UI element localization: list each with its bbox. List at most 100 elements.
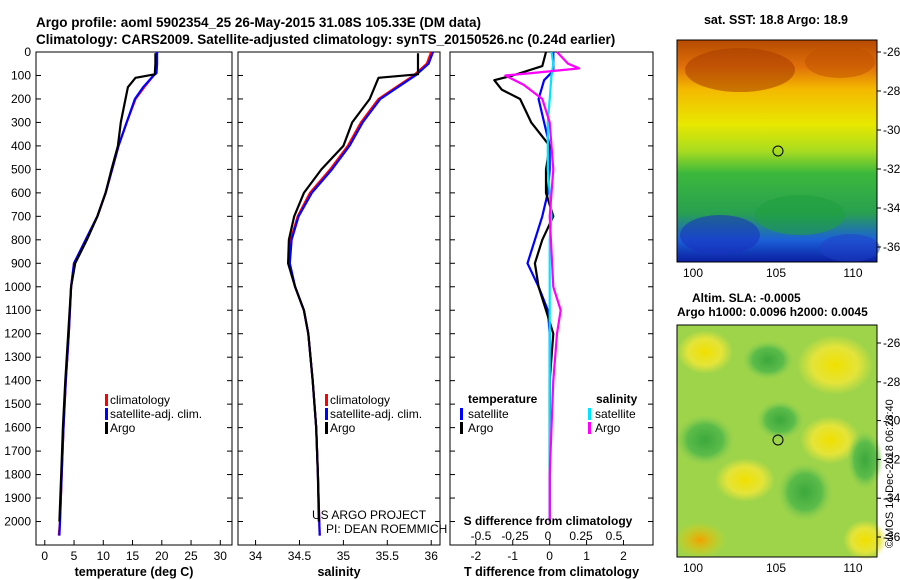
legend-label: satellite-adj. clim.: [330, 407, 422, 421]
legend-label: Argo: [595, 421, 621, 435]
top-tick-label: -0.25: [501, 529, 529, 543]
sst-map: [676, 39, 880, 263]
y-tick-label: 1600: [4, 421, 31, 435]
x-axis-label: T difference from climatology: [464, 565, 639, 579]
y-tick-label: 2000: [4, 515, 31, 529]
sla-high-patch: [715, 458, 775, 502]
y-tick-label: 900: [11, 256, 31, 270]
map-lon-label: 110: [843, 561, 862, 575]
x-tick-label: 30: [214, 549, 228, 563]
legend-swatch: [105, 422, 108, 434]
y-tick-label: 1800: [4, 468, 31, 482]
x-tick-label: 34: [249, 549, 263, 563]
legend-label: climatology: [330, 393, 390, 407]
y-tick-label: 1900: [4, 491, 31, 505]
y-tick-label: 1500: [4, 397, 31, 411]
title-line-2: Climatology: CARS2009. Satellite-adjuste…: [36, 32, 615, 47]
sla-high-patch: [800, 416, 860, 464]
map-lat-label: -28: [883, 84, 900, 98]
y-tick-label: 100: [11, 68, 31, 82]
sla-map-title-2: Argo h1000: 0.0096 h2000: 0.0045: [677, 305, 868, 319]
legend-title: temperature: [468, 392, 538, 406]
plot-frame: [449, 51, 654, 546]
map-lat-label: -26: [883, 336, 900, 350]
map-lat-label: -34: [883, 491, 900, 505]
sst-map-frame: [676, 39, 878, 263]
sla-high-patch: [797, 335, 873, 395]
sla-low-patch: [777, 462, 833, 522]
top-tick-label: 0.5: [606, 529, 623, 543]
legend-swatch: [105, 408, 108, 420]
x-tick-label: 35.5: [376, 549, 400, 563]
sla-low-patch: [847, 430, 883, 490]
plot-frame: [237, 51, 441, 546]
sst-warm-patch: [805, 46, 875, 78]
map-lon-label: 105: [766, 561, 786, 575]
legend-label: Argo: [110, 421, 136, 435]
legend-swatch: [325, 422, 328, 434]
y-tick-label: 0: [24, 45, 31, 59]
sla-high-patch: [843, 520, 887, 560]
x-tick-label: 1: [583, 549, 590, 563]
sla-high-patch: [677, 330, 733, 374]
temperature-panel: 0 5 10 15 20 25 300100200300400500600700800900…: [4, 45, 233, 579]
x-axis-label: temperature (deg C): [75, 565, 194, 579]
sst-cool-patch: [680, 215, 760, 255]
map-lon-label: 105: [766, 266, 786, 280]
argo-location-marker: [772, 434, 784, 446]
map-lon-label: 100: [683, 266, 703, 280]
y-tick-label: 800: [11, 233, 31, 247]
top-tick-label: 0: [545, 529, 552, 543]
sla-low-patch: [675, 414, 735, 466]
credit-text: ©IMOS 14-Dec-2018 06:28:40: [884, 399, 896, 548]
sst-map-title: sat. SST: 18.8 Argo: 18.9: [704, 13, 848, 27]
x-tick-label: 0: [41, 549, 48, 563]
title-line-1: Argo profile: aoml 5902354_25 26-May-201…: [36, 15, 481, 30]
sla-map-title-1: Altim. SLA: -0.0005: [692, 291, 801, 305]
legend-title: salinity: [596, 392, 638, 406]
y-tick-label: 1400: [4, 374, 31, 388]
y-tick-label: 1000: [4, 280, 31, 294]
series-line-argo: [58, 53, 157, 522]
argo-location-marker: [772, 145, 784, 157]
map-lat-label: -36: [883, 530, 900, 544]
legend-label: climatology: [110, 393, 170, 407]
x-tick-label: 35: [337, 549, 351, 563]
legend-swatch: [325, 394, 328, 406]
map-lon-label: 100: [683, 561, 703, 575]
sst-warm-patch: [685, 48, 795, 92]
annotation-text: PI: DEAN ROEMMICH: [326, 522, 447, 536]
map-lat-label: -28: [883, 375, 900, 389]
sla-low-patch: [742, 340, 794, 380]
legend-label: Argo: [468, 421, 494, 435]
x-tick-label: 0: [546, 549, 553, 563]
y-tick-label: 200: [11, 92, 31, 106]
map-lat-label: -30: [883, 123, 900, 137]
sst-cool-patch: [820, 234, 880, 262]
map-lat-label: -34: [883, 201, 900, 215]
sst-green-patch: [755, 195, 845, 235]
x-tick-label: 20: [155, 549, 169, 563]
legend-swatch: [588, 408, 591, 420]
map-lat-label: -32: [883, 162, 900, 176]
map-lat-label: -32: [883, 452, 900, 466]
x-tick-label: 15: [126, 549, 140, 563]
map-lat-label: -26: [883, 45, 900, 59]
difference-panel: -2 -1 0 1 2 T difference from climatology temp…: [449, 51, 654, 579]
x-axis-label: salinity: [317, 565, 360, 579]
y-tick-label: 1700: [4, 444, 31, 458]
map-lon-label: 110: [843, 266, 862, 280]
y-tick-label: 500: [11, 162, 31, 176]
legend-swatch: [588, 422, 591, 434]
legend-swatch: [460, 408, 463, 420]
x-tick-label: -2: [471, 549, 482, 563]
sla-high-patch: [674, 522, 726, 558]
sla-low-patch: [756, 400, 804, 440]
annotation-text: US ARGO PROJECT: [312, 508, 427, 522]
y-tick-label: 700: [11, 209, 31, 223]
legend-swatch: [325, 408, 328, 420]
salinity-panel: 34 34.5 35 35.5 36 salinity climatologysatelli…: [237, 51, 447, 579]
series-line-argo: [287, 53, 420, 522]
series-line-satellite_sal: [546, 51, 555, 522]
legend-label: satellite: [468, 407, 509, 421]
